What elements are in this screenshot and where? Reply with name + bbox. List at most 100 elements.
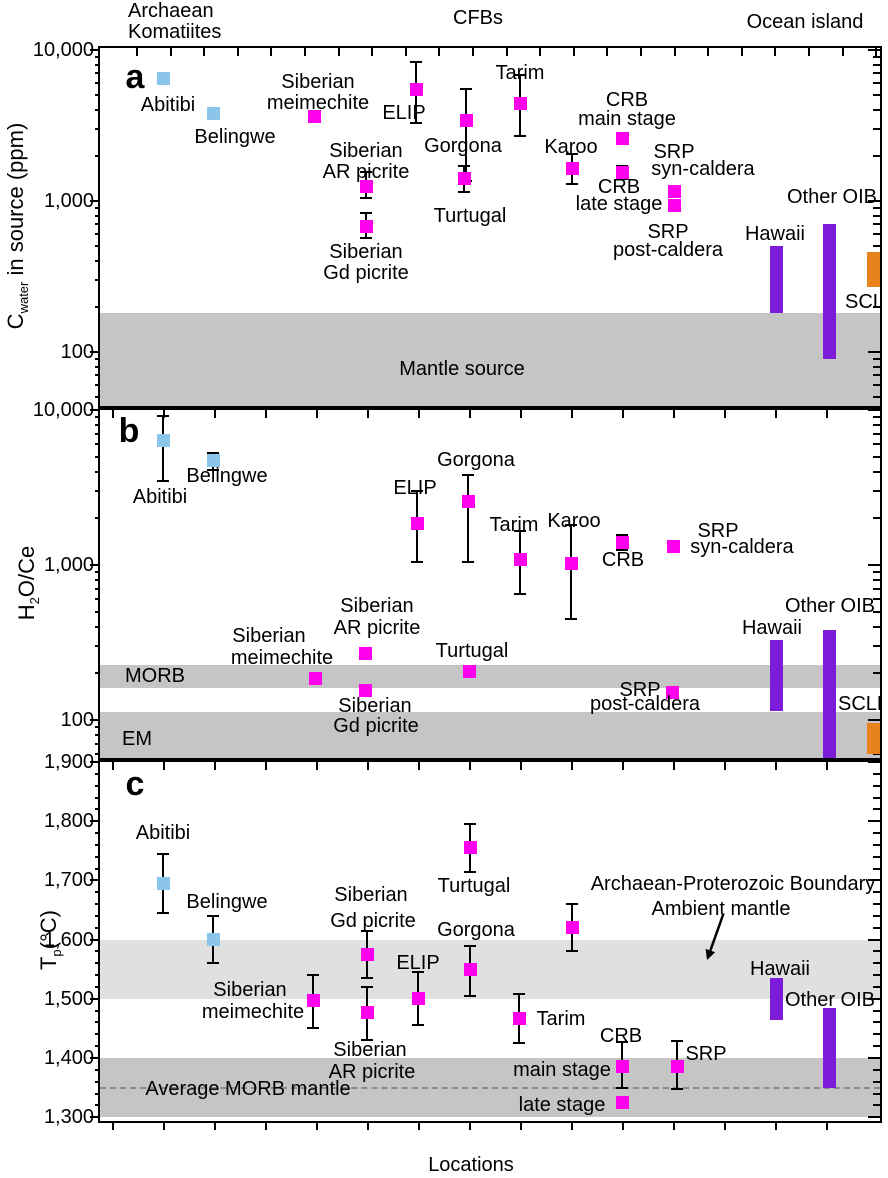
xtick-top-b — [163, 410, 165, 418]
label-crb-c: CRB — [599, 1025, 643, 1047]
y-axis-label-part: H — [14, 604, 39, 621]
label-crb-main-stage-c: main stage — [513, 1059, 611, 1081]
point-siberian-ar-picrite-c — [360, 1005, 374, 1019]
ytick-minor-right-c — [873, 808, 880, 811]
ytick-minor-right-a — [873, 72, 880, 75]
point-belingwe-b — [206, 454, 220, 468]
band-em-b — [100, 711, 880, 758]
errcap-bottom-siberian-ar-picrite-c — [361, 1039, 373, 1042]
xtick-top-c — [112, 762, 114, 770]
errcap-top-elip-b — [411, 490, 423, 493]
errcap-bottom-turtugal-c — [464, 870, 476, 873]
errcap-top-belingwe-c — [207, 914, 219, 917]
xtick-top-c — [469, 762, 471, 770]
ytick-minor-left-a — [95, 154, 100, 157]
ytick-major-right-c — [868, 879, 880, 882]
xtick-top-a — [438, 48, 441, 56]
ytick-label-b: 10,000 — [32, 399, 94, 421]
label-abitibi-b: Abitibi — [132, 486, 188, 508]
label-gorgona-a: Gorgona — [424, 135, 502, 157]
label-srp-syn-2-a: syn-caldera — [651, 158, 755, 180]
ytick-label-c: 1,400 — [43, 1047, 94, 1069]
ytick-minor-left-c — [95, 832, 100, 835]
label-siberian-meimechite-1-a: Siberian — [281, 71, 355, 93]
ytick-label-b: 1,000 — [43, 554, 94, 576]
ytick-minor-left-a — [95, 223, 100, 226]
xtick-top-a — [304, 48, 306, 56]
errcap-top-tarim-a — [514, 74, 526, 77]
ytick-minor-left-a — [95, 278, 100, 281]
xtick-top-b — [265, 410, 267, 418]
ytick-major-left-c — [90, 1116, 100, 1119]
point-turtugal-c — [463, 841, 477, 855]
xtick-top-a — [774, 48, 777, 56]
ytick-minor-left-c — [95, 808, 100, 811]
label-tarim-a: Tarim — [495, 62, 545, 84]
point-srp-post-caldera-b — [665, 686, 679, 700]
label-mantle-source-a: Mantle source — [399, 358, 525, 380]
point-belingwe-c — [206, 933, 220, 947]
label-siberian-ar-picrite-1-b: Siberian — [340, 595, 414, 617]
errcap-top-turtugal-a — [458, 165, 470, 168]
point-siberian-meimechite-c — [306, 994, 320, 1008]
errcap-bottom-elip-b — [411, 560, 423, 563]
point-crb-late-stage-a — [615, 165, 629, 179]
xtick-top-b — [469, 410, 471, 418]
ytick-minor-left-b — [95, 517, 100, 520]
ytick-minor-left-b — [95, 455, 100, 458]
errcap-bottom-siberian-gd-picrite-c — [361, 977, 373, 980]
ytick-minor-left-a — [95, 365, 100, 368]
ytick-label-a: 1,000 — [43, 190, 94, 212]
label-belingwe-b: Belingwe — [186, 465, 268, 487]
ytick-minor-right-c — [873, 1104, 880, 1107]
label-srp-post-1-b: SRP — [619, 679, 661, 701]
ytick-minor-left-b — [95, 645, 100, 648]
ytick-minor-left-a — [95, 396, 100, 399]
ytick-minor-left-b — [95, 734, 100, 737]
point-turtugal-a — [457, 172, 471, 186]
ytick-minor-right-a — [873, 154, 880, 157]
ytick-minor-right-a — [873, 305, 880, 308]
ytick-minor-left-c — [95, 974, 100, 977]
errcap-top-elip-c — [412, 971, 424, 974]
errcap-top-srp-c — [671, 1040, 683, 1043]
label-hawaii-a: Hawaii — [744, 223, 806, 245]
band-morb-b — [100, 665, 880, 689]
xtick-top-c — [622, 762, 624, 770]
errcap-bottom-gorgona-b — [462, 560, 474, 563]
ytick-minor-right-c — [873, 832, 880, 835]
ytick-minor-left-b — [95, 470, 100, 473]
ytick-minor-left-b — [95, 490, 100, 493]
xtick-top-a — [740, 48, 743, 56]
ytick-minor-left-b — [95, 424, 100, 427]
ytick-minor-right-b — [873, 625, 880, 628]
xtick-top-b — [214, 410, 216, 418]
label-karoo-a: Karoo — [544, 136, 598, 158]
ytick-minor-right-c — [873, 1021, 880, 1024]
xtick-top-b — [775, 410, 777, 418]
errcap-top-karoo-a — [566, 152, 578, 155]
errcap-top-abitibi-b — [157, 414, 169, 417]
errbar-gorgona-b — [467, 475, 469, 562]
ytick-minor-right-a — [873, 233, 880, 236]
ytick-major-right-c — [868, 1116, 880, 1119]
ytick-label-a: 10,000 — [32, 39, 94, 61]
xtick-top-b — [367, 410, 369, 418]
ytick-minor-left-a — [95, 374, 100, 377]
point-abitibi-c — [156, 876, 170, 890]
xtick-top-b — [724, 410, 726, 418]
ytick-minor-right-b — [873, 571, 880, 574]
point-srp-syn-caldera-b — [666, 539, 680, 553]
errcap-top-elip-a — [410, 61, 422, 64]
ytick-minor-left-c — [95, 1009, 100, 1012]
y-axis-label-part: T — [36, 956, 61, 971]
xtick-top-c — [775, 762, 777, 770]
xtick-bottom-c — [622, 1121, 624, 1130]
ytick-minor-left-c — [95, 1092, 100, 1095]
label-karoo-b: Karoo — [547, 510, 601, 532]
xtick-bottom-c — [775, 1121, 777, 1130]
point-turtugal-b — [462, 665, 476, 679]
range-bar-hawaii-a — [770, 246, 783, 314]
label-siberian-meimechite-2-c: meimechite — [201, 1001, 305, 1023]
